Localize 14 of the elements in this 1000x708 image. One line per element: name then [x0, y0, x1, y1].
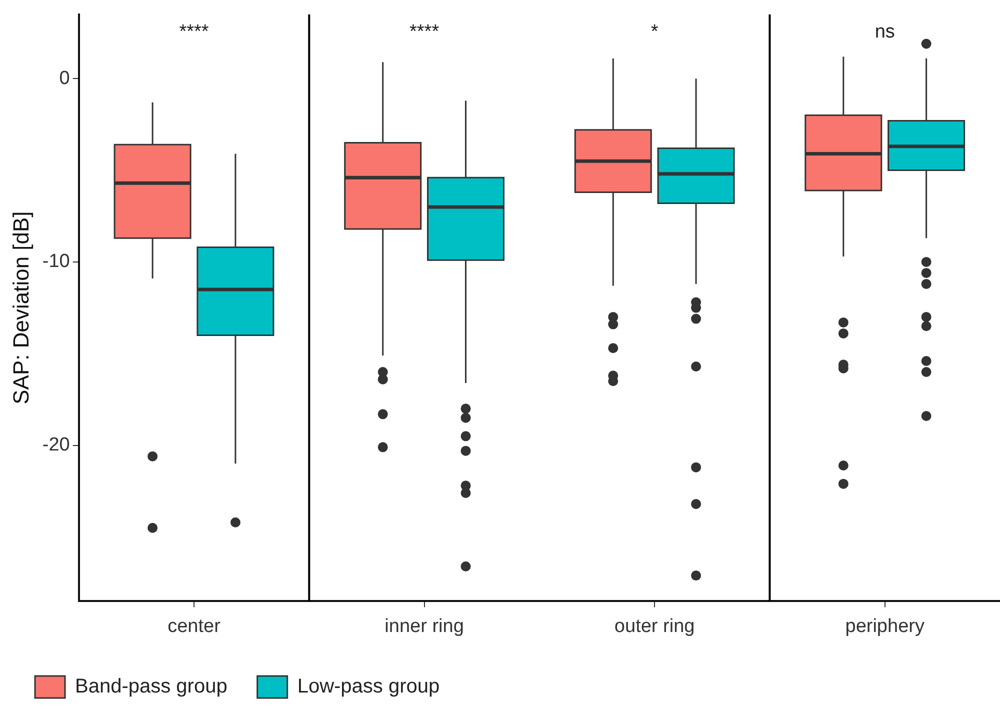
legend-label: Low-pass group — [297, 676, 440, 698]
x-tick-label: center — [168, 616, 222, 637]
x-tick-label: periphery — [845, 616, 925, 637]
annotation: **** — [179, 22, 210, 43]
x-tick-label: inner ring — [384, 616, 464, 637]
annotation: **** — [410, 22, 440, 43]
annotation: ns — [874, 22, 895, 43]
y-tick-label: -10 — [42, 251, 70, 272]
y-axis-title: SAP: Deviation [dB] — [8, 211, 34, 404]
x-tick-label: outer ring — [614, 616, 695, 637]
y-tick-label: -20 — [42, 434, 70, 456]
legend-label: Band-pass group — [75, 676, 228, 698]
y-tick-label: 0 — [59, 68, 70, 89]
annotation: * — [650, 22, 659, 43]
